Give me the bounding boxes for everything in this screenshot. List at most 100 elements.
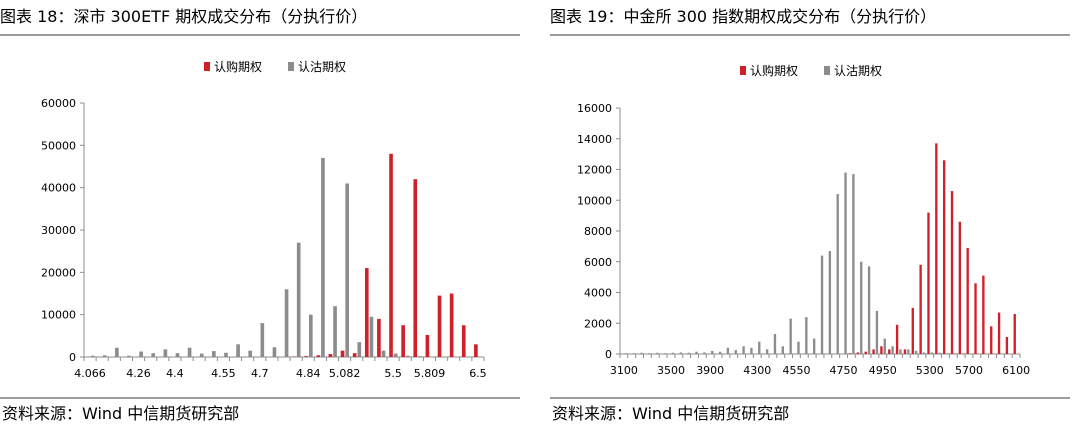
legend-label: 认购期权: [750, 63, 798, 78]
put-bar: [813, 338, 816, 354]
put-bar: [393, 353, 398, 357]
call-bar: [401, 325, 405, 357]
put-bar: [309, 314, 313, 357]
x-tick-label: 5.809: [414, 367, 446, 380]
call-bar: [919, 264, 922, 354]
put-bar: [844, 172, 847, 354]
put-bar: [640, 352, 643, 354]
y-tick-label: 10000: [41, 309, 76, 322]
x-tick-label: 5.5: [384, 367, 402, 380]
put-bar: [236, 344, 240, 357]
put-bar: [836, 194, 839, 354]
call-bar: [950, 191, 954, 354]
put-bar: [789, 318, 792, 354]
call-bar: [942, 160, 946, 354]
put-bar: [632, 353, 635, 354]
call-bar: [927, 212, 930, 354]
chart-19-svg: 认购期权 认沽期权 0 2000 4000 6000 8000 10000 12000 14000…: [577, 63, 1030, 377]
y-tick-label: 0: [69, 351, 76, 364]
x-tick-label: 6.5: [469, 367, 487, 380]
y-tick-label: 0: [605, 348, 612, 361]
legend-swatch: [824, 66, 830, 75]
y-tick-label: 2000: [584, 317, 612, 330]
x-tick-label: 4.066: [74, 367, 106, 380]
put-bar: [224, 352, 228, 357]
put-bar: [765, 349, 769, 354]
call-bar: [461, 325, 466, 357]
call-bar: [1013, 314, 1016, 354]
title-rule: [0, 34, 520, 36]
put-bar: [828, 250, 832, 354]
call-bar: [958, 221, 962, 354]
put-bar: [938, 352, 941, 354]
legend-swatch: [740, 66, 746, 75]
put-bar: [175, 353, 180, 357]
put-bar: [962, 353, 965, 354]
put-bar: [199, 353, 204, 357]
call-bar: [449, 293, 454, 357]
put-bar: [907, 349, 910, 354]
put-bar: [875, 310, 879, 354]
put-bar: [663, 353, 667, 354]
put-bar: [345, 183, 349, 357]
put-bar: [671, 352, 675, 354]
call-bar: [856, 352, 860, 354]
call-bar: [413, 179, 418, 357]
y-tick-label: 8000: [584, 225, 612, 238]
put-bar: [852, 174, 855, 354]
source-note: 资料来源：Wind 中信期货研究部: [2, 404, 240, 423]
y-tick-label: 14000: [577, 133, 612, 146]
source-rule: [0, 397, 520, 399]
put-bar: [187, 347, 192, 357]
call-bar: [864, 351, 867, 354]
y-tick-label: 10000: [577, 194, 612, 207]
call-bar: [888, 349, 891, 354]
x-tick-label: 3500: [657, 364, 685, 377]
put-bar: [405, 355, 410, 357]
legend-label: 认沽期权: [298, 60, 346, 74]
y-tick-label: 16000: [577, 102, 612, 115]
x-tick-label: 3100: [610, 364, 638, 377]
put-bar: [272, 347, 277, 357]
call-bar: [982, 275, 985, 354]
put-bar: [734, 350, 737, 354]
put-bar: [151, 353, 156, 357]
call-bar: [1005, 337, 1009, 354]
call-bar: [848, 353, 852, 354]
call-bar: [364, 268, 369, 357]
call-bar: [304, 356, 308, 357]
put-bar: [883, 338, 886, 354]
x-tick-label: 6100: [1002, 364, 1030, 377]
legend-swatch: [288, 62, 294, 71]
y-tick-label: 4000: [584, 287, 612, 300]
legend: 认购期权 认沽期权: [740, 63, 882, 78]
x-tick-label: 4.55: [211, 367, 236, 380]
call-bar: [990, 326, 993, 354]
x-tick-label: 4550: [782, 364, 810, 377]
put-bar: [781, 346, 784, 354]
call-bar: [974, 283, 977, 354]
y-tick-label: 40000: [41, 182, 76, 195]
put-bar: [296, 242, 301, 357]
put-bar: [820, 255, 824, 354]
put-bar: [773, 334, 777, 354]
y-tick-label: 30000: [41, 224, 76, 237]
chart-title: 图表 18：深市 300ETF 期权成交分布（分执行价）: [0, 7, 368, 26]
y-tick-label: 20000: [41, 266, 76, 279]
put-bar: [930, 352, 933, 354]
put-bar: [703, 352, 706, 354]
x-tick-label: 4300: [743, 364, 771, 377]
put-bar: [656, 352, 659, 354]
put-bar: [624, 353, 628, 354]
y-tick-label: 6000: [584, 256, 612, 269]
call-bar: [872, 349, 875, 354]
x-tick-label: 4.84: [296, 367, 321, 380]
x-tick-label: 4950: [869, 364, 897, 377]
put-bar: [381, 350, 386, 357]
put-bar: [90, 355, 95, 357]
title-rule: [550, 34, 1070, 36]
source-rule: [550, 397, 1070, 399]
put-bar: [805, 317, 808, 354]
put-bar: [115, 347, 119, 357]
y-tick-label: 60000: [41, 97, 76, 110]
